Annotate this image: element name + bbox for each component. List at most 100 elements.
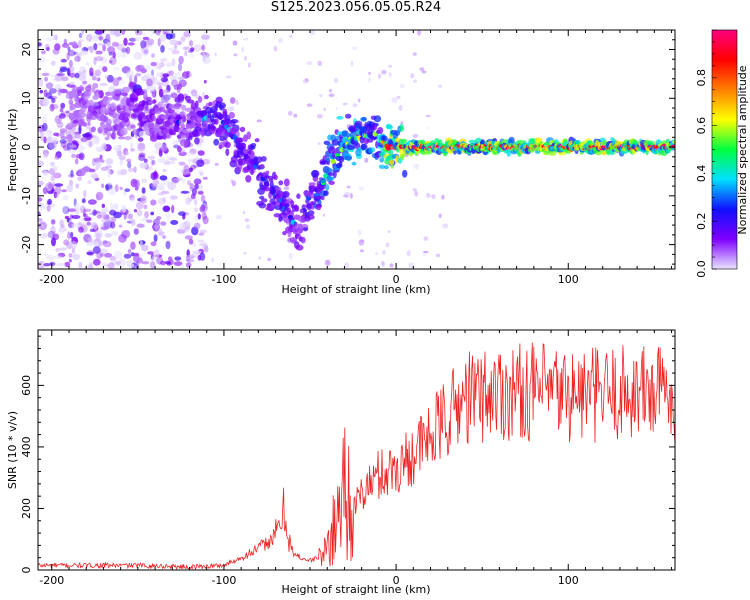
ridge-blob bbox=[176, 134, 182, 139]
ridge-blob bbox=[373, 115, 382, 123]
noise-blob bbox=[49, 74, 56, 78]
noise-blob bbox=[364, 157, 369, 163]
noise-blob bbox=[130, 197, 136, 203]
ridge-blob bbox=[194, 100, 199, 109]
noise-blob bbox=[438, 84, 443, 88]
noise-blob bbox=[83, 217, 92, 221]
x-tick-label: 0 bbox=[393, 574, 400, 587]
spectrogram-y-axis-label: Frequency (Hz) bbox=[6, 109, 19, 192]
snr-panel: -200 -100 0 100 0 200 400 600 Height of straigh… bbox=[6, 329, 676, 596]
noise-blob bbox=[54, 183, 64, 187]
noise-blob bbox=[42, 114, 48, 124]
noise-blob bbox=[59, 128, 68, 134]
ridge-blob bbox=[187, 135, 193, 141]
noise-blob bbox=[62, 206, 70, 214]
noise-blob bbox=[170, 220, 179, 225]
noise-blob bbox=[134, 179, 140, 189]
noise-blob bbox=[155, 80, 161, 85]
ridge-blob bbox=[113, 119, 121, 126]
noise-blob bbox=[149, 85, 157, 92]
noise-blob bbox=[388, 64, 393, 68]
noise-blob bbox=[68, 59, 73, 68]
ridge-blob bbox=[468, 139, 477, 144]
noise-blob bbox=[128, 167, 135, 173]
noise-blob bbox=[241, 46, 244, 53]
noise-blob bbox=[202, 216, 209, 225]
noise-blob bbox=[50, 219, 56, 225]
ridge-blob bbox=[315, 203, 322, 211]
noise-blob bbox=[105, 184, 109, 192]
noise-blob bbox=[54, 43, 61, 51]
noise-blob bbox=[79, 47, 84, 51]
noise-blob bbox=[165, 62, 172, 68]
noise-blob bbox=[193, 44, 202, 52]
noise-blob bbox=[177, 76, 185, 80]
noise-blob bbox=[54, 34, 58, 41]
snr-y-axis-label: SNR (10 * v/v) bbox=[6, 411, 19, 489]
noise-blob bbox=[141, 244, 149, 252]
colorbar-ticks: 0.0 0.2 0.4 0.6 0.8 bbox=[695, 29, 717, 278]
noise-blob bbox=[106, 74, 114, 83]
noise-blob bbox=[57, 88, 62, 96]
noise-blob bbox=[96, 77, 101, 82]
noise-blob bbox=[74, 206, 80, 215]
noise-blob bbox=[133, 166, 137, 173]
noise-blob bbox=[142, 36, 150, 41]
ridge-blob bbox=[189, 110, 197, 118]
noise-blob bbox=[125, 151, 129, 155]
noise-blob bbox=[129, 142, 134, 150]
noise-blob bbox=[38, 78, 44, 87]
noise-blob bbox=[438, 213, 442, 218]
colorbar-tick-label: 0.8 bbox=[695, 69, 708, 87]
noise-blob bbox=[99, 82, 108, 87]
noise-blob bbox=[124, 188, 131, 193]
noise-blob bbox=[133, 228, 139, 235]
noise-blob bbox=[319, 94, 323, 97]
noise-blob bbox=[165, 30, 175, 35]
noise-blob bbox=[121, 30, 126, 35]
noise-blob bbox=[171, 49, 180, 55]
ridge-blob bbox=[319, 177, 327, 184]
ridge-blob bbox=[124, 136, 132, 141]
ridge-blob bbox=[214, 118, 219, 125]
noise-blob bbox=[171, 204, 175, 214]
noise-blob bbox=[98, 36, 104, 41]
noise-blob bbox=[144, 87, 149, 93]
noise-blob bbox=[160, 221, 167, 226]
noise-blob bbox=[104, 75, 109, 79]
noise-blob bbox=[89, 228, 95, 232]
noise-blob bbox=[342, 194, 349, 198]
noise-blob bbox=[60, 58, 67, 63]
noise-blob bbox=[74, 72, 80, 79]
noise-blob bbox=[135, 72, 142, 77]
ridge-blob bbox=[672, 140, 675, 145]
noise-blob bbox=[43, 252, 48, 257]
ridge-blob bbox=[177, 146, 182, 153]
x-tick-label: 0 bbox=[393, 273, 400, 286]
y-tick-label: 0 bbox=[20, 567, 33, 574]
ridge-core bbox=[264, 181, 270, 187]
ridge-blob bbox=[297, 223, 302, 229]
noise-blob bbox=[62, 195, 69, 201]
y-tick-label: -10 bbox=[20, 187, 33, 205]
noise-blob bbox=[185, 219, 191, 227]
noise-blob bbox=[70, 169, 74, 178]
noise-blob bbox=[385, 242, 390, 248]
noise-blob bbox=[112, 66, 120, 71]
ridge-blob bbox=[111, 96, 120, 100]
noise-blob bbox=[398, 104, 403, 111]
noise-blob bbox=[143, 158, 148, 163]
noise-blob bbox=[168, 70, 174, 76]
noise-blob bbox=[60, 136, 68, 140]
noise-blob bbox=[126, 70, 135, 79]
noise-blob bbox=[194, 183, 199, 190]
noise-blob bbox=[174, 256, 182, 261]
noise-blob bbox=[350, 60, 354, 67]
noise-blob bbox=[188, 72, 192, 78]
ridge-blob bbox=[168, 109, 175, 114]
noise-blob bbox=[387, 230, 391, 234]
noise-blob bbox=[177, 211, 186, 216]
ridge-blob bbox=[381, 135, 388, 142]
noise-blob bbox=[194, 198, 198, 206]
